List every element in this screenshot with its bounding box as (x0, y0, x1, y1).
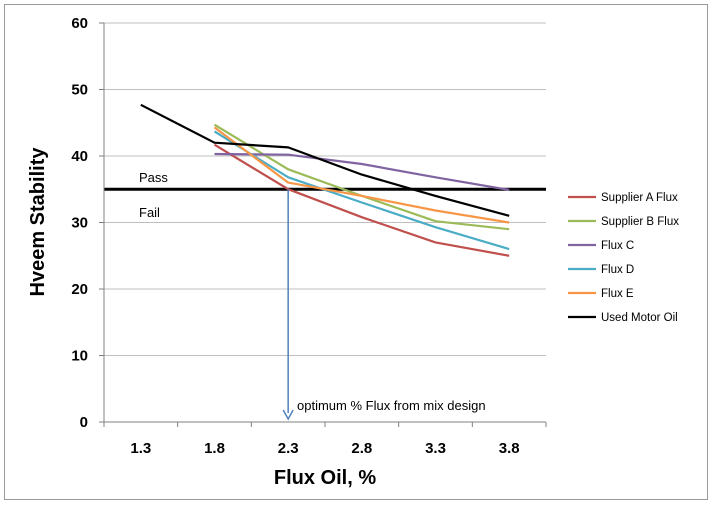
y-tick-label-50: 50 (71, 82, 88, 99)
chart-frame (4, 4, 708, 500)
x-tick-label-3: 2.8 (351, 440, 372, 457)
x-tick-label-2: 2.3 (278, 440, 299, 457)
axes (99, 22, 547, 427)
y-tick-label-60: 60 (71, 15, 88, 32)
y-tick-labels: 0 10 20 30 40 50 60 (71, 15, 88, 431)
legend-label-3: Flux C (601, 240, 634, 252)
y-tick-label-30: 30 (71, 215, 88, 232)
legend: Supplier A Flux Supplier B Flux Flux C Flux… (568, 192, 679, 324)
annotation-group (282, 189, 294, 421)
x-tick-label-1: 1.8 (204, 440, 225, 457)
y-tick-label-40: 40 (71, 148, 88, 165)
x-tick-labels: 1.3 1.8 2.3 2.8 3.3 3.8 (130, 440, 519, 457)
legend-label-2: Supplier B Flux (601, 216, 679, 228)
series-line-5 (213, 126, 510, 224)
series-line-3 (214, 152, 510, 191)
y-tick-label-0: 0 (80, 414, 88, 431)
series-line-6 (140, 103, 510, 217)
annotation-arrow-head (282, 409, 294, 421)
legend-label-1: Supplier A Flux (601, 192, 678, 204)
x-tick-label-4: 3.3 (425, 440, 446, 457)
x-tick-label-5: 3.8 (499, 440, 520, 457)
y-tick-label-20: 20 (71, 281, 88, 298)
pass-label: Pass (139, 170, 168, 185)
series-line-2 (213, 123, 510, 231)
legend-label-5: Flux E (601, 288, 634, 300)
annotation-text: optimum % Flux from mix design (297, 398, 486, 413)
series-lines (140, 103, 510, 257)
fail-label: Fail (139, 205, 160, 220)
x-tick-label-0: 1.3 (130, 440, 151, 457)
series-line-1 (213, 143, 510, 257)
y-tick-label-10: 10 (71, 348, 88, 365)
legend-label-6: Used Motor Oil (601, 312, 678, 324)
legend-label-4: Flux D (601, 264, 634, 276)
x-axis-title: Flux Oil, % (274, 467, 376, 489)
series-line-4 (213, 130, 510, 251)
y-axis-title: Hveem Stability (27, 147, 49, 297)
grid-lines (104, 22, 546, 356)
